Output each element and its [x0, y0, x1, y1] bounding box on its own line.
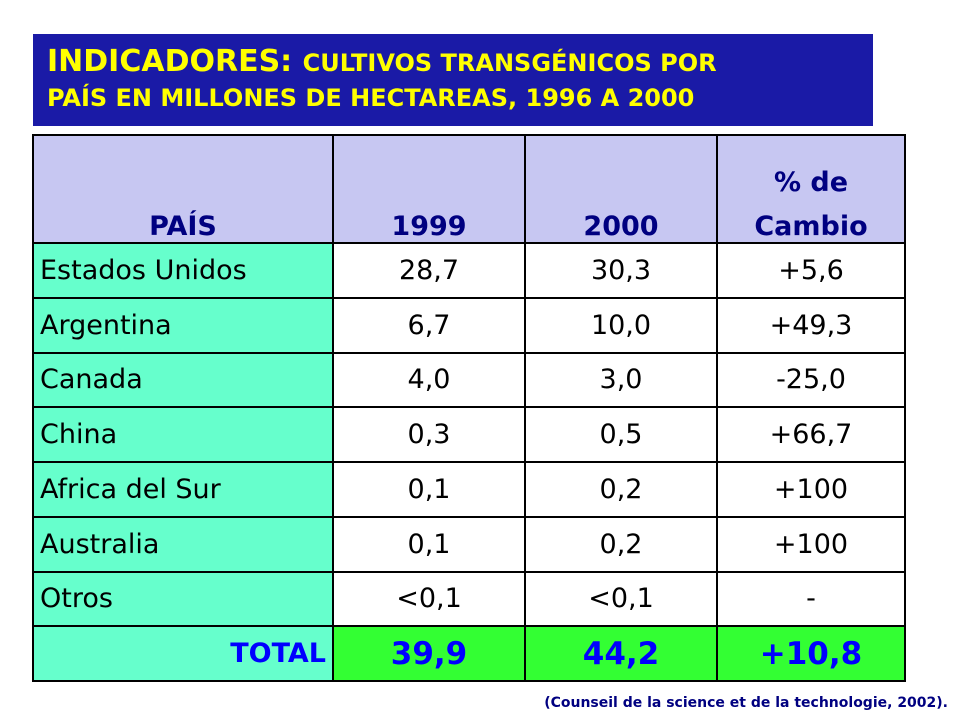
table-row: Canada 4,0 3,0 -25,0 [32, 351, 906, 409]
value-2000-cell: 0,5 [524, 406, 718, 463]
change-cell: +100 [716, 515, 906, 573]
change-cell: +49,3 [716, 296, 906, 354]
change-cell: - [716, 570, 906, 628]
value-2000-cell: 0,2 [524, 515, 718, 573]
change-cell: +100 [716, 461, 906, 518]
title-main: INDICADORES: [47, 44, 293, 79]
value-2000-cell: 3,0 [524, 351, 718, 409]
table-row: Australia 0,1 0,2 +100 [32, 515, 906, 573]
title-line-1: INDICADORES: CULTIVOS TRANSGÉNICOS POR [47, 44, 859, 81]
total-label: TOTAL [32, 625, 334, 682]
title-line-2: PAÍS EN MILLONES DE HECTAREAS, 1996 A 20… [47, 84, 695, 112]
value-1999-cell: 0,1 [332, 515, 526, 573]
country-cell: Canada [32, 351, 334, 409]
table-row: Otros <0,1 <0,1 - [32, 570, 906, 628]
value-2000-cell: 30,3 [524, 242, 718, 299]
table-header-row: PAÍS 1999 2000 % de Cambio [32, 134, 906, 244]
country-cell: Estados Unidos [32, 242, 334, 299]
table-row: Africa del Sur 0,1 0,2 +100 [32, 461, 906, 518]
country-cell: China [32, 406, 334, 463]
change-cell: -25,0 [716, 351, 906, 409]
value-1999-cell: <0,1 [332, 570, 526, 628]
value-1999-cell: 0,3 [332, 406, 526, 463]
crops-table: PAÍS 1999 2000 % de Cambio Estados Unido… [32, 134, 906, 682]
header-change-line-1: % de [773, 167, 849, 198]
source-citation: (Counseil de la science et de la technol… [544, 695, 948, 711]
value-2000-cell: 0,2 [524, 461, 718, 518]
value-2000-cell: 10,0 [524, 296, 718, 354]
country-cell: Argentina [32, 296, 334, 354]
table-row: China 0,3 0,5 +66,7 [32, 406, 906, 463]
title-rest: CULTIVOS TRANSGÉNICOS POR [302, 49, 717, 77]
value-1999-cell: 28,7 [332, 242, 526, 299]
change-cell: +5,6 [716, 242, 906, 299]
value-2000-cell: <0,1 [524, 570, 718, 628]
table-row: Estados Unidos 28,7 30,3 +5,6 [32, 242, 906, 299]
header-country: PAÍS [32, 134, 334, 244]
header-1999: 1999 [332, 134, 526, 244]
title-banner: INDICADORES: CULTIVOS TRANSGÉNICOS POR P… [33, 34, 873, 126]
header-change-line-2: Cambio [754, 211, 868, 242]
value-1999-cell: 6,7 [332, 296, 526, 354]
total-row: TOTAL 39,9 44,2 +10,8 [32, 625, 906, 682]
header-2000: 2000 [524, 134, 718, 244]
header-change: % de Cambio [716, 134, 906, 244]
total-1999: 39,9 [332, 625, 526, 682]
change-cell: +66,7 [716, 406, 906, 463]
country-cell: Africa del Sur [32, 461, 334, 518]
country-cell: Otros [32, 570, 334, 628]
value-1999-cell: 4,0 [332, 351, 526, 409]
table-row: Argentina 6,7 10,0 +49,3 [32, 296, 906, 354]
value-1999-cell: 0,1 [332, 461, 526, 518]
country-cell: Australia [32, 515, 334, 573]
total-change: +10,8 [716, 625, 906, 682]
total-2000: 44,2 [524, 625, 718, 682]
